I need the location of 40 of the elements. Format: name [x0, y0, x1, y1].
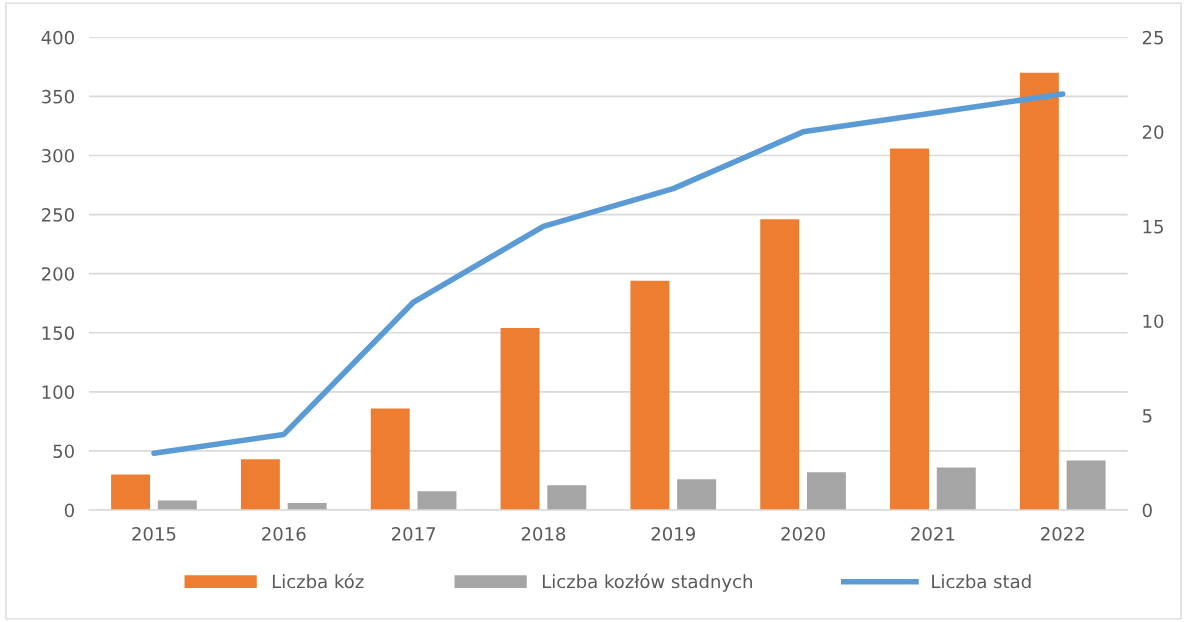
y-tick-label: 350	[42, 89, 74, 104]
bar	[417, 491, 457, 511]
x-tick-label: 2020	[781, 527, 825, 541]
bar	[547, 485, 587, 511]
bar	[370, 408, 410, 511]
bar	[760, 219, 800, 511]
bar	[240, 459, 280, 511]
x-tick-label: 2017	[391, 527, 436, 541]
y-tick-label: 150	[42, 326, 74, 340]
bar	[1019, 72, 1059, 511]
bar	[677, 479, 717, 511]
y-tick-label: 300	[42, 148, 74, 163]
bar	[111, 474, 151, 511]
y2-tick-label: 5	[1142, 409, 1152, 423]
x-tick-label: 2021	[911, 527, 955, 541]
legend-label: Liczba kozłów stadnych	[542, 573, 752, 592]
y-tick-label: 50	[53, 444, 74, 459]
y-tick-label: 200	[42, 267, 74, 281]
bar	[1066, 460, 1106, 511]
bar	[806, 472, 846, 511]
y2-tick-label: 10	[1143, 314, 1164, 329]
x-tick-label: 2022	[1041, 527, 1084, 541]
y2-tick-label: 15	[1143, 220, 1163, 234]
bar	[500, 328, 540, 511]
x-tick-label: 2019	[651, 527, 695, 541]
x-tick-label: 2015	[132, 527, 176, 541]
y2-tick-label: 0	[1142, 503, 1152, 518]
bar	[630, 280, 670, 511]
y2-tick-label: 20	[1142, 125, 1164, 139]
y2-tick-label: 25	[1142, 30, 1163, 45]
y-tick-label: 100	[42, 385, 74, 399]
y-tick-label: 0	[64, 503, 74, 518]
y-tick-label: 250	[42, 208, 74, 222]
x-tick-label: 2016	[262, 527, 306, 541]
bar	[890, 148, 930, 511]
x-tick-label: 2018	[521, 527, 566, 541]
y-tick-label: 400	[41, 30, 74, 45]
bar	[936, 467, 976, 511]
legend-label: Liczba kóz	[272, 573, 364, 589]
legend-label: Liczba stad	[932, 574, 1031, 589]
